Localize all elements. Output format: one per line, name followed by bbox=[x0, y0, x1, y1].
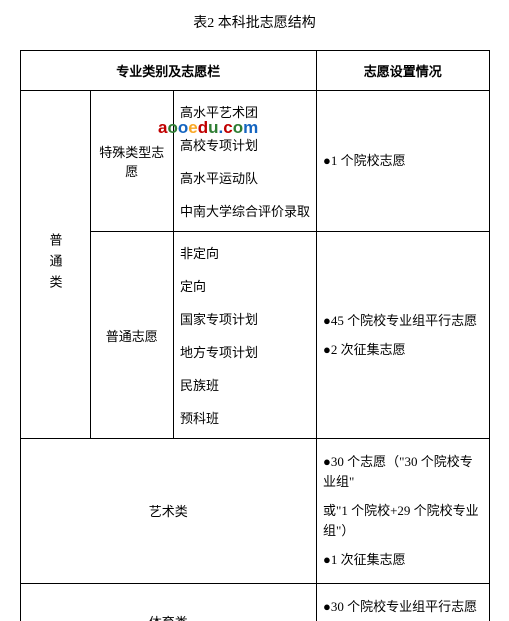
list-item: 国家专项计划 bbox=[180, 302, 310, 335]
list-item: 高水平运动队 bbox=[180, 161, 310, 194]
setting-line: ●1 次征集志愿 bbox=[323, 545, 482, 575]
structure-table: 专业类别及志愿栏 志愿设置情况 普通类 特殊类型志愿 高水平艺术团 高校专项计划… bbox=[20, 50, 490, 621]
table-title: 表2 本科批志愿结构 bbox=[0, 0, 509, 50]
setting-sport: ●30 个院校专业组平行志愿 ●2 次征集志愿 bbox=[317, 583, 489, 621]
sub-category-special: 特殊类型志愿 bbox=[90, 91, 174, 232]
table-row: 普通类 特殊类型志愿 高水平艺术团 高校专项计划 高水平运动队 中南大学综合评价… bbox=[20, 91, 489, 232]
setting-line: ●1 个院校志愿 bbox=[323, 146, 482, 176]
header-row: 专业类别及志愿栏 志愿设置情况 bbox=[20, 51, 489, 91]
table-row: 普通志愿 非定向 定向 国家专项计划 地方专项计划 民族班 预科班 ●45 个院… bbox=[20, 232, 489, 439]
list-item: 高水平艺术团 bbox=[180, 95, 310, 128]
header-category: 专业类别及志愿栏 bbox=[20, 51, 317, 91]
setting-special: ●1 个院校志愿 bbox=[317, 91, 489, 232]
setting-line: ●45 个院校专业组平行志愿 bbox=[323, 306, 482, 336]
setting-line: ●2 次征集志愿 bbox=[323, 335, 482, 365]
list-item: 中南大学综合评价录取 bbox=[180, 194, 310, 227]
table-row: 体育类 ●30 个院校专业组平行志愿 ●2 次征集志愿 bbox=[20, 583, 489, 621]
setting-line: 或"1 个院校+29 个院校专业组"） bbox=[323, 496, 482, 545]
header-setting: 志愿设置情况 bbox=[317, 51, 489, 91]
item-list-special: 高水平艺术团 高校专项计划 高水平运动队 中南大学综合评价录取 bbox=[174, 91, 317, 232]
list-item: 非定向 bbox=[180, 236, 310, 269]
list-item: 地方专项计划 bbox=[180, 335, 310, 368]
list-item: 民族班 bbox=[180, 368, 310, 401]
setting-art: ●30 个志愿（"30 个院校专业组" 或"1 个院校+29 个院校专业组"） … bbox=[317, 439, 489, 584]
list-item: 预科班 bbox=[180, 401, 310, 434]
sub-category-normal: 普通志愿 bbox=[90, 232, 174, 439]
list-item: 高校专项计划 bbox=[180, 128, 310, 161]
table-row: 艺术类 ●30 个志愿（"30 个院校专业组" 或"1 个院校+29 个院校专业… bbox=[20, 439, 489, 584]
main-category-general: 普通类 bbox=[20, 91, 90, 439]
list-item: 定向 bbox=[180, 269, 310, 302]
item-list-normal: 非定向 定向 国家专项计划 地方专项计划 民族班 预科班 bbox=[174, 232, 317, 439]
setting-normal: ●45 个院校专业组平行志愿 ●2 次征集志愿 bbox=[317, 232, 489, 439]
main-category-art: 艺术类 bbox=[20, 439, 317, 584]
main-category-sport: 体育类 bbox=[20, 583, 317, 621]
setting-line: ●30 个志愿（"30 个院校专业组" bbox=[323, 447, 482, 496]
setting-line: ●30 个院校专业组平行志愿 bbox=[323, 592, 482, 621]
